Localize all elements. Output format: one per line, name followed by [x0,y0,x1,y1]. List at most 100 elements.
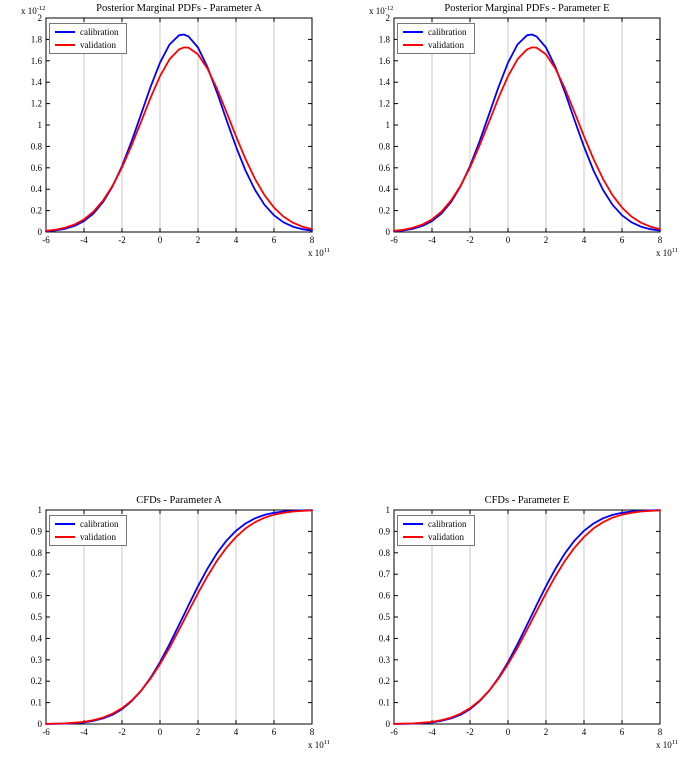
y-scale-base: x 10 [21,6,37,16]
x-tick-label: 2 [196,235,201,245]
y-tick-label: 1.4 [31,77,43,87]
legend: calibration validation [397,515,476,546]
validation-line-sample [403,44,423,46]
y-tick-label: 0.2 [31,676,42,686]
legend: calibration validation [49,23,128,54]
y-tick-label: 1 [38,120,43,130]
chart-title: CFDs - Parameter E [484,495,570,506]
x-scale-exponent: 11 [671,739,678,746]
y-tick-label: 1.8 [31,34,43,44]
series-validation [393,46,661,232]
y-tick-label: 1 [38,505,43,515]
x-scale-exponent: 11 [671,247,678,254]
x-scale-exponent: 11 [323,739,330,746]
y-tick-label: 0.8 [379,548,391,558]
x-axis-scale-label: x 1011 [308,246,330,258]
y-tick-label: 0.4 [379,184,391,194]
y-tick-label: 0.3 [379,655,391,665]
legend-item-calibration: calibration [55,519,118,529]
y-tick-label: 0.7 [379,569,391,579]
validation-line-sample [55,44,75,46]
x-tick-label: 2 [544,727,549,737]
legend-item-calibration: calibration [55,27,118,37]
chart-pdf-parameter-a: Posterior Marginal PDFs - Parameter A x … [6,2,342,266]
y-axis-scale-label: x 10-12 [21,4,45,16]
legend-label-validation: validation [80,40,116,50]
y-tick-label: 2 [386,13,391,23]
legend: calibration validation [397,23,476,54]
y-tick-label: 0.1 [31,698,42,708]
legend-label-validation: validation [80,532,116,542]
x-scale-base: x 10 [307,248,324,258]
x-tick-label: 8 [310,727,315,737]
x-axis-scale-label: x 1011 [656,246,678,258]
y-tick-label: 0.9 [31,526,43,536]
x-tick-label: -6 [42,727,50,737]
legend: calibration validation [49,515,128,546]
y-tick-label: 0.5 [31,612,43,622]
calibration-line-sample [403,31,423,33]
y-tick-label: 2 [38,13,43,23]
y-tick-label: 1.8 [379,34,391,44]
plot-canvas: -6 -4 -2 0 2 4 6 8 0 0.2 0.4 0.6 0.8 1 1.2 1.4 1.6 1.8 2 [379,13,663,245]
y-tick-label: 1.6 [379,56,391,66]
y-tick-label: 0.8 [379,141,391,151]
x-tick-label: 0 [506,727,511,737]
x-tick-label: 8 [310,235,315,245]
x-scale-base: x 10 [655,248,672,258]
y-tick-label: 0.2 [379,206,390,216]
y-tick-label: 0.5 [379,612,391,622]
y-tick-label: 0.6 [379,163,391,173]
x-tick-label: 6 [620,235,625,245]
x-axis-scale-label: x 1011 [308,738,330,750]
y-tick-label: 0.3 [31,655,43,665]
x-tick-label: 6 [272,727,277,737]
x-tick-label: 2 [196,727,201,737]
y-scale-exponent: -12 [384,5,394,12]
x-tick-label: 4 [582,727,587,737]
x-scale-base: x 10 [307,740,324,750]
y-tick-label: 0.6 [379,591,391,601]
series-validation [45,46,313,232]
y-tick-label: 0.6 [31,163,43,173]
plot-canvas: -6 -4 -2 0 2 4 6 8 0 0.2 0.4 0.6 0.8 1 1.2 1.4 1.6 1.8 2 [31,13,315,245]
y-tick-label: 0.8 [31,141,43,151]
y-tick-label: 1 [386,120,391,130]
x-scale-exponent: 11 [323,247,330,254]
x-tick-label: 2 [544,235,549,245]
legend-item-validation: validation [55,40,118,50]
y-tick-label: 0.4 [31,633,43,643]
x-tick-label: -2 [118,235,126,245]
legend-item-calibration: calibration [403,27,466,37]
calibration-line-sample [403,523,423,525]
legend-label-validation: validation [428,532,464,542]
calibration-line-sample [55,523,75,525]
series-validation [393,509,661,725]
y-scale-base: x 10 [369,6,385,16]
series-calibration [393,33,661,233]
calibration-line-sample [55,31,75,33]
y-tick-label: 0.4 [31,184,43,194]
y-tick-label: 0.6 [31,591,43,601]
plot-canvas: -6 -4 -2 0 2 4 6 8 0 0.1 0.2 0.3 0.4 0.5 0.6 0.7 0.8 0.9 1 [31,505,315,737]
x-tick-label: -2 [466,727,474,737]
legend-item-validation: validation [403,532,466,542]
x-tick-label: 4 [234,727,239,737]
x-tick-label: -4 [80,235,88,245]
y-tick-label: 0 [38,227,43,237]
x-tick-label: -4 [428,235,436,245]
x-tick-label: 8 [658,727,663,737]
legend-item-validation: validation [403,40,466,50]
y-tick-label: 0.9 [379,526,391,536]
y-axis-scale-label: x 10-12 [369,4,393,16]
y-scale-exponent: -12 [36,5,46,12]
series-validation [45,509,313,725]
x-tick-label: 4 [582,235,587,245]
validation-line-sample [403,536,423,538]
y-tick-label: 0.1 [379,698,390,708]
x-tick-label: 0 [158,727,163,737]
y-tick-label: 1.2 [379,99,390,109]
legend-label-calibration: calibration [80,27,119,37]
chart-cfd-parameter-e: CFDs - Parameter E -6 -4 -2 0 2 4 6 8 0 0.1 0.2 0.3… [354,494,690,758]
